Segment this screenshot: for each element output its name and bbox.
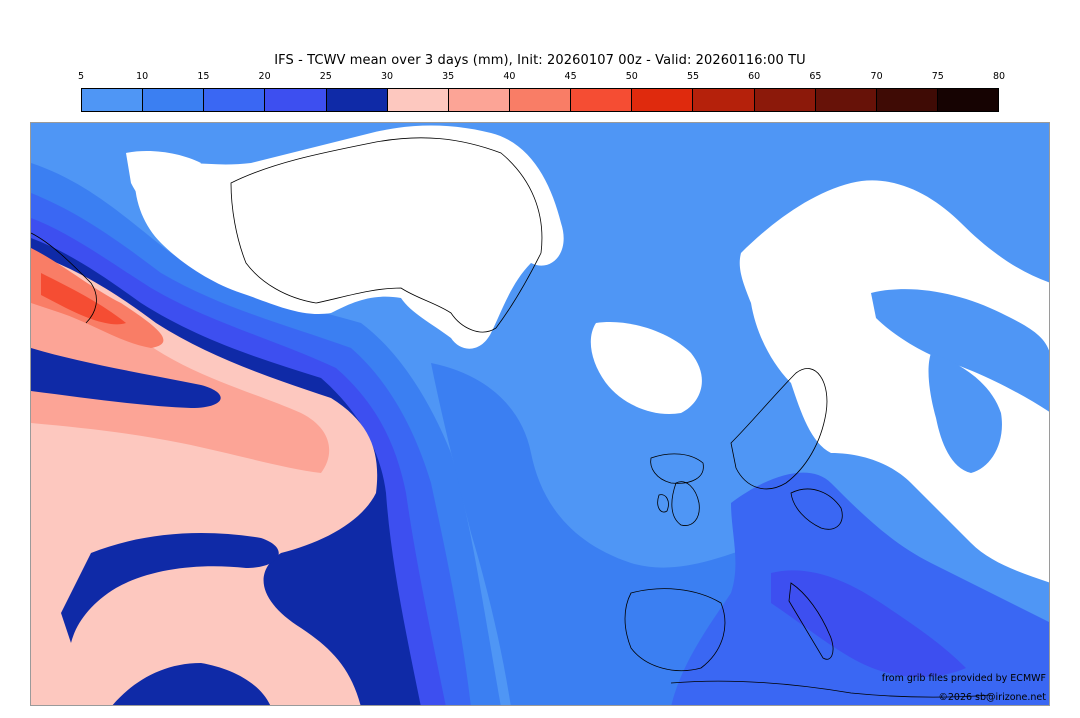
colorbar-swatch-7 [509, 89, 572, 111]
north-africa-coastline [670, 680, 992, 698]
data-source-credit: from grib files provided by ECMWF [881, 673, 1046, 684]
italy-coastline [788, 582, 834, 660]
svalbard-dry-zone [590, 322, 702, 414]
british-isles-coastline [657, 481, 700, 526]
greenland-coastline [230, 137, 543, 333]
white-sea-moist-inlet [928, 353, 1002, 473]
colorbar-tick-label: 80 [992, 71, 1006, 82]
colorbar-tick-label: 65 [809, 71, 822, 82]
copyright-credit: ©2026 sb@irizone.net [938, 692, 1046, 703]
coastline-outlines [31, 137, 992, 698]
colorbar-swatch-12 [815, 89, 877, 111]
colorbar-tick-label: 15 [197, 71, 210, 82]
colorbar-tick-label: 45 [564, 71, 577, 82]
colorbar-tick-label: 30 [380, 71, 394, 82]
colorbar-swatch-1 [143, 89, 205, 111]
colorbar-tick-label: 60 [748, 71, 761, 82]
colorbar-swatch-6 [448, 89, 510, 111]
labrador-coastline [31, 232, 97, 324]
colorbar-legend [81, 88, 999, 112]
baltic-coastline [790, 488, 843, 530]
iberia-coastline [624, 588, 726, 671]
colorbar-swatch-4 [326, 89, 388, 111]
colorbar-swatch-3 [265, 89, 327, 111]
colorbar-swatch-9 [632, 89, 694, 111]
colorbar-tick-label: 5 [77, 71, 85, 82]
map-title: IFS - TCWV mean over 3 days (mm), Init: … [274, 53, 806, 68]
scandinavia-russia-dry-zone [739, 180, 1049, 583]
colorbar-tick-label: 70 [870, 71, 883, 82]
colorbar-swatch-2 [204, 89, 266, 111]
iceland-coastline [650, 453, 704, 484]
colorbar-tick-label: 55 [686, 71, 700, 82]
colorbar-tick-label: 20 [258, 71, 271, 82]
colorbar-swatch-13 [876, 89, 938, 111]
colorbar-tick-label: 10 [136, 71, 149, 82]
colorbar-swatch-0 [82, 89, 144, 111]
colorbar-tick-label: 50 [625, 71, 638, 82]
colorbar-tick-label: 25 [319, 71, 332, 82]
colorbar-swatch-5 [387, 89, 449, 111]
colorbar-tick-label: 75 [931, 71, 944, 82]
colorbar-swatch-8 [571, 89, 633, 111]
colorbar-swatch-10 [693, 89, 755, 111]
colorbar-swatch-11 [754, 89, 816, 111]
band-20-25-mediterranean [771, 570, 966, 678]
colorbar-tick-label: 35 [442, 71, 455, 82]
colorbar-tick-label: 40 [503, 71, 516, 82]
colorbar-tick-labels: 5 10 15 20 25 30 35 40 45 50 55 60 65 70 75 80 [77, 71, 1005, 85]
band-15-20-mediterranean [671, 472, 1049, 705]
band-40-45-core [31, 248, 164, 348]
band-45-50-core [41, 273, 126, 325]
dry-intrusion-west [31, 348, 221, 408]
greenland-dry-zone [134, 125, 564, 349]
dry-intrusion-south [61, 533, 279, 643]
map-panel [30, 122, 1050, 706]
scandinavia-coastline [730, 368, 828, 490]
tcwv-map [31, 123, 1049, 705]
colorbar-swatch-14 [937, 89, 999, 111]
barents-moist-tongue [871, 289, 1049, 412]
canadian-arctic-dry-zone [126, 151, 201, 233]
